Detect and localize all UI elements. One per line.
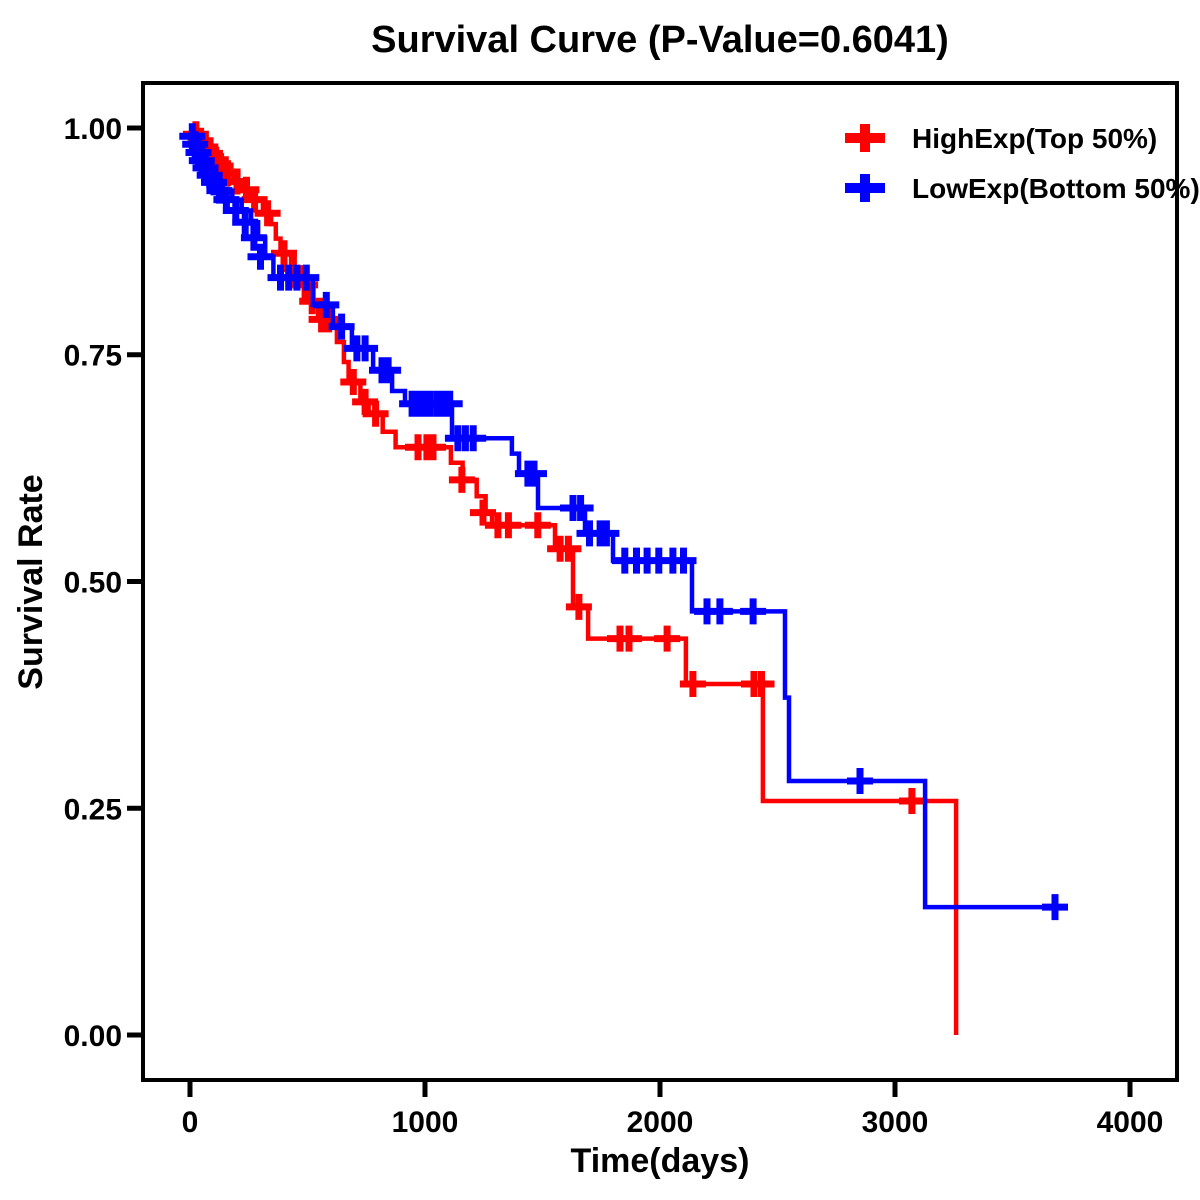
y-tick-label: 0.25 xyxy=(64,793,122,826)
x-tick-label: 2000 xyxy=(627,1106,694,1139)
chart-title: Survival Curve (P-Value=0.6041) xyxy=(371,19,949,61)
x-tick-label: 1000 xyxy=(392,1106,459,1139)
y-tick-label: 0.50 xyxy=(64,567,122,600)
x-tick-label: 3000 xyxy=(862,1106,929,1139)
censor-marks-highexp xyxy=(182,121,925,814)
censor-marks-lowexp xyxy=(179,123,1068,921)
legend-label-lowexp: LowExp(Bottom 50%) xyxy=(912,173,1200,204)
survival-curve-highexp xyxy=(190,125,959,1035)
legend-label-highexp: HighExp(Top 50%) xyxy=(912,123,1157,154)
x-axis-label: Time(days) xyxy=(571,1142,750,1180)
y-tick-label: 0.75 xyxy=(64,340,122,373)
y-axis-label: Survival Rate xyxy=(12,474,50,689)
survival-curve-lowexp xyxy=(190,125,1055,910)
x-tick-label: 0 xyxy=(182,1106,199,1139)
y-tick-label: 0.00 xyxy=(64,1020,122,1053)
legend-marker-highexp xyxy=(845,124,885,152)
legend-marker-lowexp xyxy=(845,174,885,202)
x-tick-label: 4000 xyxy=(1097,1106,1164,1139)
y-tick-label: 1.00 xyxy=(64,113,122,146)
plot-border xyxy=(141,81,1179,1082)
